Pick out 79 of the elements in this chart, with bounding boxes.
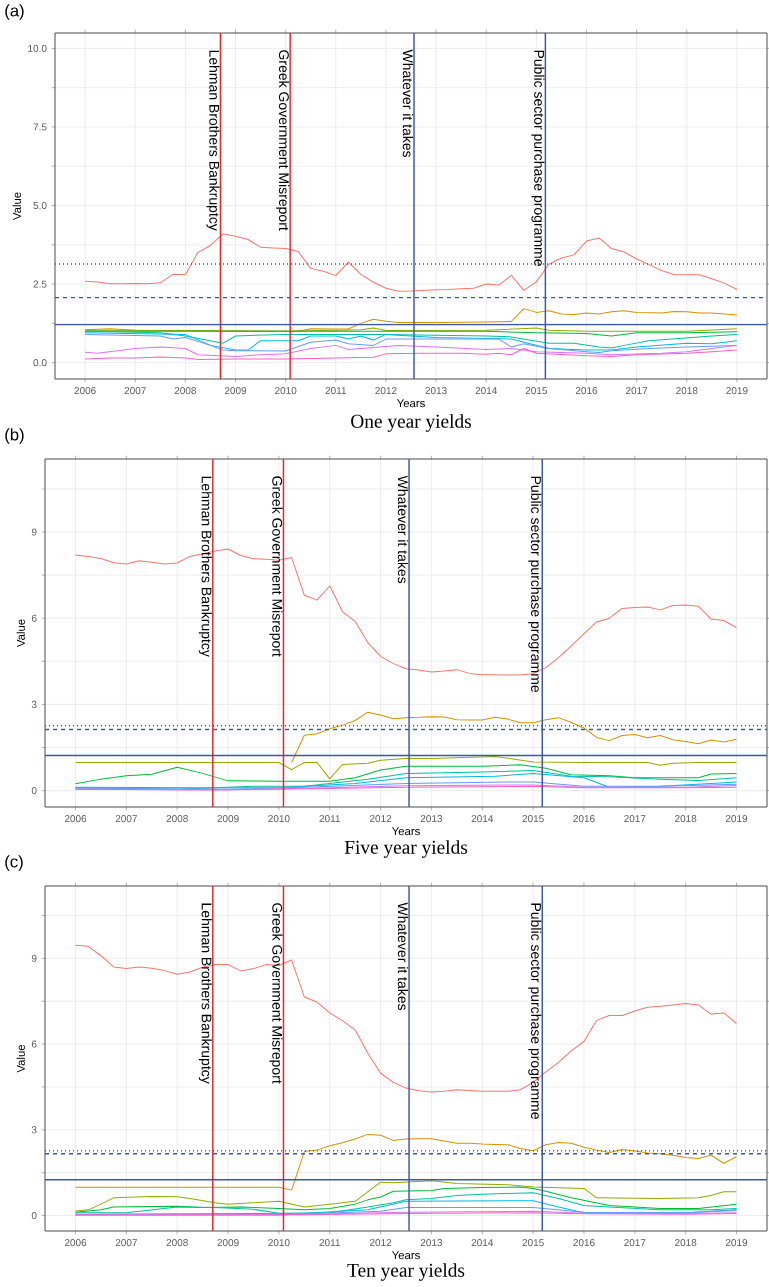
- x-tick-label: 2007: [115, 815, 137, 823]
- x-tick-label: 2014: [475, 387, 498, 395]
- text: Five year yields: [344, 840, 468, 858]
- text: (c): [5, 855, 23, 871]
- y-tick-label: 5.0: [33, 201, 47, 210]
- y-axis-title: Value: [12, 192, 21, 221]
- x-tick-label: 2012: [369, 815, 392, 823]
- y-tick-label: 3: [31, 1126, 37, 1134]
- x-axis-title: Years: [391, 1251, 420, 1260]
- y-tick-label: 3: [31, 700, 37, 708]
- ref-line-label: Greek Government Misreport: [269, 476, 283, 657]
- text: One year yields: [351, 414, 471, 432]
- y-tick-label: 6: [31, 1040, 37, 1048]
- y-tick-label: 0: [31, 787, 37, 795]
- y-tick-label: 9: [31, 954, 37, 962]
- ref-line-label: Whatever it takes: [397, 475, 409, 584]
- ref-line-label: Public sector purchase programme: [528, 903, 542, 1119]
- x-tick-label: 2010: [268, 1239, 290, 1247]
- x-tick-label: 2016: [573, 815, 595, 823]
- x-tick-label: 2012: [375, 387, 397, 395]
- x-tick-label: 2015: [525, 387, 548, 395]
- x-tick-label: 2010: [275, 387, 297, 395]
- x-tick-label: 2019: [726, 387, 748, 395]
- x-tick-label: 2011: [319, 815, 340, 823]
- y-axis-title: Value: [16, 619, 25, 648]
- x-tick-label: 2014: [471, 1239, 494, 1247]
- x-tick-label: 2019: [725, 1239, 748, 1247]
- y-tick-label: 7.5: [33, 123, 47, 131]
- x-axis-title: Years: [391, 827, 420, 836]
- ref-line-label: Whatever it takes: [402, 49, 414, 158]
- x-tick-label: 2006: [64, 1239, 87, 1247]
- x-tick-label: 2014: [471, 815, 494, 823]
- x-tick-label: 2015: [522, 1239, 544, 1247]
- y-tick-label: 2.5: [33, 280, 47, 288]
- y-tick-label: 9: [31, 528, 37, 536]
- ref-line-label: Public sector purchase programme: [528, 476, 542, 693]
- ref-line-label: Lehman Brothers Bankruptcy: [206, 50, 220, 231]
- x-tick-label: 2008: [174, 387, 197, 395]
- x-tick-label: 2016: [573, 1239, 595, 1247]
- y-tick-label: 6: [31, 614, 37, 622]
- x-tick-label: 2018: [675, 815, 697, 823]
- x-tick-label: 2008: [166, 815, 188, 823]
- x-tick-label: 2013: [425, 387, 447, 395]
- x-tick-label: 2007: [124, 387, 146, 395]
- ref-line-label: Greek Government Misreport: [269, 903, 283, 1084]
- x-tick-label: 2011: [319, 1239, 340, 1247]
- x-tick-label: 2009: [217, 815, 239, 823]
- x-tick-label: 2017: [624, 1239, 646, 1247]
- x-tick-label: 2017: [624, 815, 646, 823]
- x-tick-label: 2013: [420, 1239, 443, 1247]
- x-tick-label: 2013: [420, 815, 443, 823]
- x-tick-label: 2009: [217, 1239, 239, 1247]
- ref-line-label: Whatever it takes: [397, 902, 409, 1011]
- text: (b): [5, 428, 24, 444]
- y-axis-title: Value: [16, 1044, 25, 1073]
- x-tick-label: 2016: [575, 387, 598, 395]
- x-tick-label: 2008: [166, 1239, 188, 1247]
- x-tick-label: 2015: [522, 815, 544, 823]
- x-axis-title: Years: [396, 399, 425, 408]
- ref-line-label: Lehman Brothers Bankruptcy: [198, 903, 212, 1084]
- x-tick-label: 2010: [268, 815, 290, 823]
- x-tick-label: 2017: [626, 387, 648, 395]
- x-tick-label: 2018: [676, 387, 698, 395]
- text: Ten year yields: [347, 1263, 465, 1281]
- y-tick-label: 10.0: [28, 44, 47, 52]
- x-tick-label: 2019: [725, 815, 748, 823]
- x-tick-label: 2012: [369, 1239, 392, 1247]
- x-tick-label: 2011: [325, 387, 347, 395]
- x-tick-label: 2007: [115, 1239, 137, 1247]
- text: (a): [5, 4, 24, 20]
- ref-line-label: Greek Government Misreport: [276, 50, 290, 231]
- ref-line-label: Public sector purchase programme: [531, 50, 545, 266]
- x-tick-label: 2009: [224, 387, 247, 395]
- x-tick-label: 2006: [74, 387, 96, 395]
- y-tick-label: 0: [31, 1212, 37, 1220]
- x-tick-label: 2006: [64, 815, 87, 823]
- y-tick-label: 0.0: [33, 359, 47, 367]
- x-tick-label: 2018: [675, 1239, 697, 1247]
- ref-line-label: Lehman Brothers Bankruptcy: [198, 476, 212, 657]
